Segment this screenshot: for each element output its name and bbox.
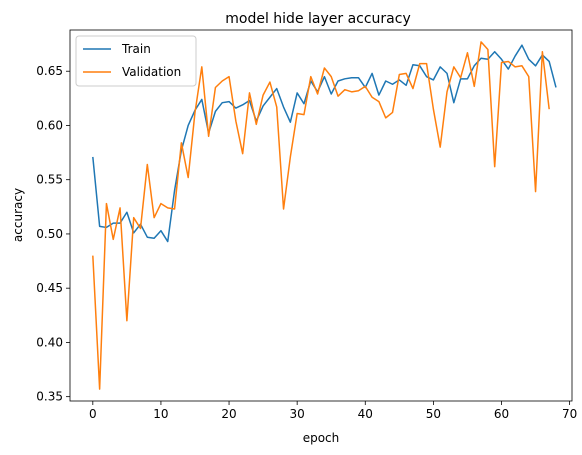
legend-label-validation: Validation [122, 65, 181, 79]
x-tick-label: 50 [426, 407, 441, 421]
x-tick-label: 10 [153, 407, 168, 421]
x-tick-label: 70 [562, 407, 577, 421]
y-tick-label: 0.60 [36, 118, 63, 132]
x-tick-label: 20 [221, 407, 236, 421]
y-tick-label: 0.65 [36, 64, 63, 78]
x-tick-label: 60 [494, 407, 509, 421]
x-tick-label: 30 [290, 407, 305, 421]
x-axis: 0 10 20 30 40 50 60 70 [89, 401, 577, 421]
legend: Train Validation [75, 35, 197, 87]
plot-frame [69, 29, 573, 402]
plot-area [92, 41, 557, 390]
y-tick-label: 0.35 [36, 390, 63, 404]
y-axis-label: accuracy [11, 188, 25, 242]
y-tick-label: 0.40 [36, 335, 63, 349]
x-tick-label: 0 [89, 407, 97, 421]
y-tick-label: 0.45 [36, 281, 63, 295]
legend-label-train: Train [121, 42, 151, 56]
series-line-validation [92, 41, 550, 390]
x-axis-label: epoch [303, 431, 340, 445]
chart-title: model hide layer accuracy [225, 11, 411, 27]
y-axis: 0.35 0.40 0.45 0.50 0.55 0.60 0.65 [36, 64, 70, 404]
x-tick-label: 40 [358, 407, 373, 421]
y-tick-label: 0.50 [36, 227, 63, 241]
y-tick-label: 0.55 [36, 173, 63, 187]
